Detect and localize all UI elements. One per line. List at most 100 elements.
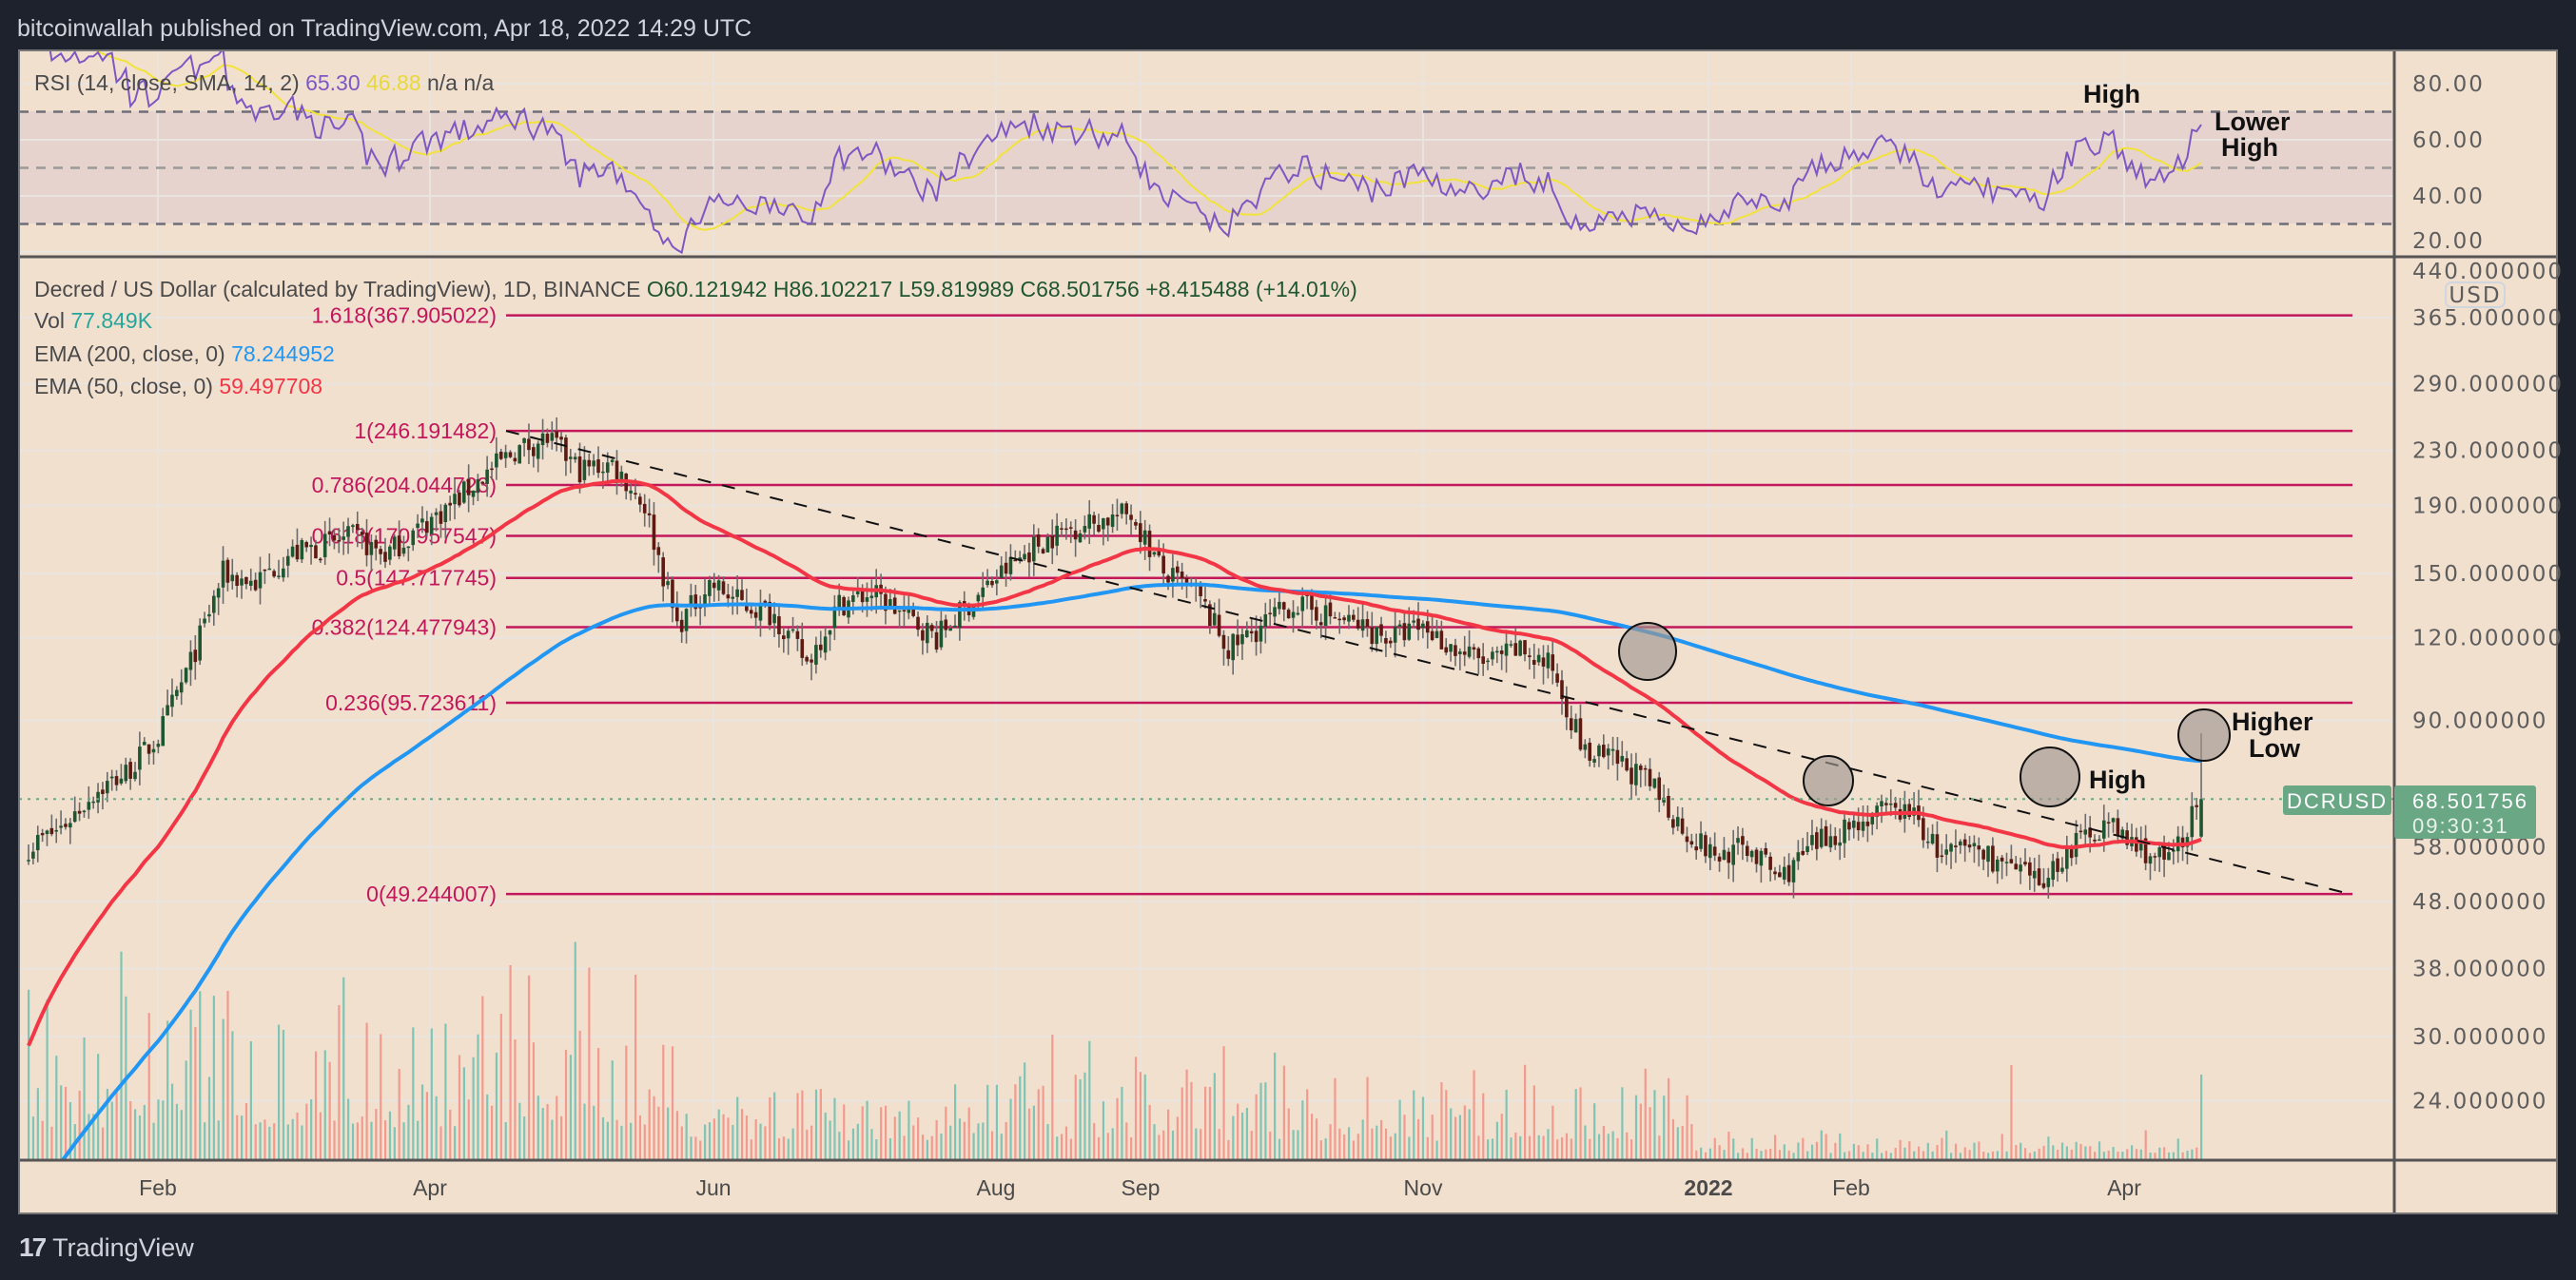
volume-bar	[1450, 1108, 1453, 1160]
tradingview-logo[interactable]: 17 TradingView	[19, 1232, 194, 1263]
candle-body	[1513, 643, 1518, 656]
ema50-value: 59.497708	[219, 374, 322, 398]
volume-bar	[1732, 1138, 1735, 1160]
annotation-lower-high-1[interactable]: Lower	[2215, 107, 2291, 136]
volume-legend[interactable]: Vol 77.849K	[34, 308, 153, 333]
time-axis-label: Jun	[695, 1175, 731, 1200]
volume-bar	[1056, 1136, 1059, 1160]
price-axis-label: 290.000000	[2412, 373, 2564, 398]
ema50-legend[interactable]: EMA (50, close, 0) 59.497708	[34, 374, 322, 398]
annotation-price-high[interactable]: High	[2089, 766, 2146, 794]
volume-bar	[1102, 1101, 1105, 1160]
candle-body	[485, 469, 489, 484]
volume-bar	[236, 1115, 239, 1160]
candle-body	[2098, 839, 2101, 842]
volume-bar	[1421, 1096, 1425, 1160]
price-axis-label: 440.000000	[2412, 260, 2564, 284]
candle-body	[1722, 849, 1727, 861]
volume-bar	[1074, 1075, 1077, 1160]
currency-badge[interactable]: USD	[2449, 283, 2501, 308]
volume-bar	[486, 1094, 489, 1160]
volume-bar	[523, 1116, 526, 1160]
candle-body	[1657, 777, 1662, 801]
candle-body	[1318, 622, 1323, 626]
volume-bar	[1899, 1139, 1902, 1160]
volume-bar	[847, 1140, 850, 1160]
axes[interactable]: Feb Apr Jun Aug Sep Nov 2022 Feb Apr 440.000000 36…	[139, 72, 2564, 1200]
candle-body	[2125, 830, 2129, 845]
highlight-circle[interactable]	[1803, 755, 1854, 806]
candle-body	[277, 575, 281, 577]
volume-bar	[1037, 1089, 1040, 1160]
volume-bar	[777, 1137, 781, 1160]
volume-bar	[1941, 1137, 1943, 1160]
volume-bar	[690, 1136, 693, 1160]
fib-retracement[interactable]: 1.618(367.905022) 1(246.191482) 0.786(204.…	[312, 303, 2352, 907]
candle-body	[364, 533, 369, 555]
highlight-circle[interactable]	[2177, 708, 2231, 762]
volume-bar	[1384, 1128, 1388, 1160]
volume-bar	[824, 1112, 827, 1160]
candle-body	[248, 580, 253, 586]
candle-body	[360, 532, 364, 535]
candle-body	[166, 705, 169, 716]
volume-bar	[833, 1097, 836, 1160]
candle-body	[1105, 517, 1110, 526]
volume-bar	[420, 1084, 424, 1160]
volume-bar	[1542, 1135, 1545, 1160]
candle-body	[638, 496, 642, 505]
time-axis-label: 2022	[1684, 1175, 1732, 1200]
candle-body	[1444, 647, 1449, 653]
rsi-axis-label: 20.00	[2412, 229, 2485, 254]
ema200-label: EMA (200, close, 0)	[34, 341, 225, 366]
volume-bar	[884, 1105, 888, 1160]
rsi-plot	[49, 51, 2202, 255]
volume-bar	[1658, 1135, 1661, 1160]
candle-body	[1778, 872, 1782, 878]
annotation-lower-high-2[interactable]: High	[2221, 133, 2278, 162]
volume-bar	[972, 1133, 975, 1160]
volume-bar	[1203, 1086, 1207, 1160]
symbol-legend[interactable]: Decred / US Dollar (calculated by Tradin…	[34, 277, 1357, 301]
volume-bar	[537, 1096, 539, 1160]
ema200-legend[interactable]: EMA (200, close, 0) 78.244952	[34, 341, 335, 366]
candle-body	[1643, 767, 1648, 770]
volume-bar	[662, 1044, 665, 1160]
volume-bar	[1153, 1124, 1156, 1160]
annotation-rsi-high[interactable]: High	[2083, 80, 2140, 108]
candle-body	[1694, 846, 1698, 851]
volume-bar	[907, 1100, 910, 1160]
currency-badge-box[interactable]	[2445, 281, 2506, 308]
candle-body	[1541, 657, 1546, 667]
candle-body	[1134, 522, 1138, 526]
volume-bar	[449, 1109, 452, 1160]
rsi-legend[interactable]: RSI (14, close, SMA, 14, 2) 65.30 46.88 …	[34, 70, 495, 95]
highlight-circle[interactable]	[1618, 622, 1677, 681]
volume-bar	[2154, 1153, 2156, 1160]
candle-body	[601, 471, 605, 474]
annotation-higher-low-1[interactable]: Higher	[2232, 708, 2313, 736]
volume-bar	[1737, 1153, 1740, 1160]
candle-body	[198, 625, 202, 661]
highlight-circle[interactable]	[2020, 747, 2080, 807]
volume-bar	[2112, 1146, 2115, 1160]
trendline[interactable]	[505, 430, 2343, 893]
candle-body	[471, 490, 476, 497]
annotation-higher-low-2[interactable]: Low	[2249, 734, 2301, 763]
candle-body	[1142, 530, 1147, 545]
volume-bar	[1903, 1147, 1906, 1160]
candle-body	[1717, 856, 1722, 862]
candle-body	[508, 452, 513, 457]
candle-body	[1870, 816, 1875, 824]
volume-bar	[593, 1105, 595, 1160]
candle-body	[929, 625, 934, 631]
volume-bar	[759, 1123, 762, 1160]
candle-body	[1458, 651, 1462, 654]
volume-bar	[2167, 1152, 2171, 1160]
volume-bar	[2065, 1146, 2068, 1160]
candle-body	[592, 460, 595, 467]
volume-bar	[699, 1140, 702, 1160]
candle-body	[1907, 804, 1912, 818]
volume-bar	[1014, 1084, 1017, 1160]
